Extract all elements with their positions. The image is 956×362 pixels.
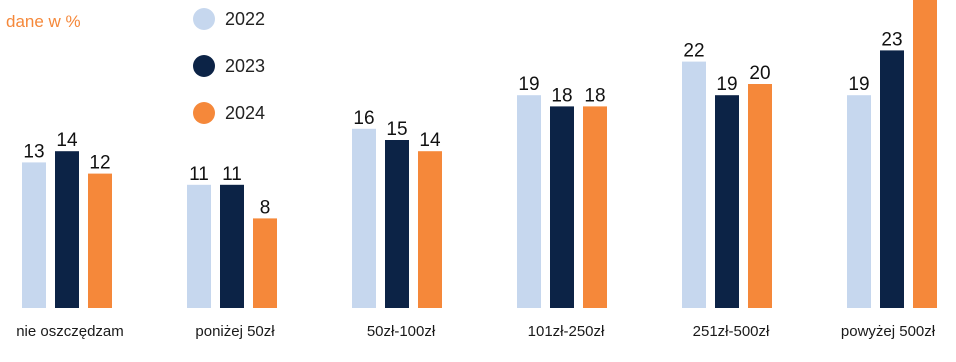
category-label-powyzej-500zl: powyżej 500zł (840, 323, 936, 340)
value-label-2022-3: 19 (518, 74, 539, 95)
legend-swatch-2022 (193, 8, 215, 30)
legend-item-2023: 2023 (193, 54, 265, 78)
bar-2024-5 (913, 0, 937, 308)
legend-label-2024: 2024 (225, 102, 266, 123)
value-label-2023-4: 19 (716, 74, 737, 95)
bar-2023-2 (385, 140, 409, 308)
bar-2023-1 (220, 184, 244, 308)
value-label-2024-3: 18 (584, 85, 605, 106)
value-label-2024-4: 20 (749, 63, 770, 84)
value-label-2023-1: 11 (222, 164, 242, 185)
bar-2022-1 (187, 184, 211, 308)
bar-2023-5 (880, 50, 904, 309)
value-label-2024-0: 12 (89, 153, 110, 174)
category-label-ponizej-50zl: poniżej 50zł (195, 323, 275, 340)
legend-item-2022: 2022 (193, 7, 265, 31)
bar-2022-2 (352, 128, 376, 308)
bar-2023-4 (715, 95, 739, 308)
value-label-2023-3: 18 (551, 85, 572, 106)
value-label-2022-5: 19 (848, 74, 869, 95)
bar-2024-4 (748, 84, 772, 308)
category-label-251-500zl: 251zł-500zł (692, 323, 770, 340)
value-label-2022-1: 11 (189, 164, 209, 185)
value-label-2024-1: 8 (260, 197, 271, 218)
bar-2022-0 (22, 162, 46, 308)
bar-2024-1 (253, 218, 277, 308)
bar-2024-0 (88, 173, 112, 308)
bar-2022-4 (682, 61, 706, 308)
legend-item-2024: 2024 (193, 101, 265, 125)
legend-label-2023: 2023 (225, 55, 266, 76)
value-label-2024-2: 14 (419, 130, 441, 151)
value-label-2022-0: 13 (23, 141, 44, 162)
value-label-2023-0: 14 (56, 130, 78, 151)
value-label-2022-2: 16 (353, 108, 374, 129)
category-label-nie-oszczedzam: nie oszczędzam (16, 323, 124, 340)
category-label-101-250zl: 101zł-250zł (527, 323, 605, 340)
bar-2022-3 (517, 95, 541, 308)
legend-label-2022: 2022 (225, 8, 266, 29)
category-label-50-100zl: 50zł-100zł (366, 323, 436, 340)
bar-2024-2 (418, 151, 442, 308)
bar-2023-0 (55, 151, 79, 308)
legend-swatch-2023 (193, 55, 215, 77)
legend-swatch-2024 (193, 102, 215, 124)
value-label-2022-4: 22 (683, 41, 704, 62)
value-label-2023-2: 15 (386, 119, 407, 140)
unit-label: dane w % (6, 12, 81, 31)
value-label-2023-5: 23 (881, 29, 902, 50)
bar-2024-3 (583, 106, 607, 309)
bar-2023-3 (550, 106, 574, 309)
bar-2022-5 (847, 95, 871, 308)
